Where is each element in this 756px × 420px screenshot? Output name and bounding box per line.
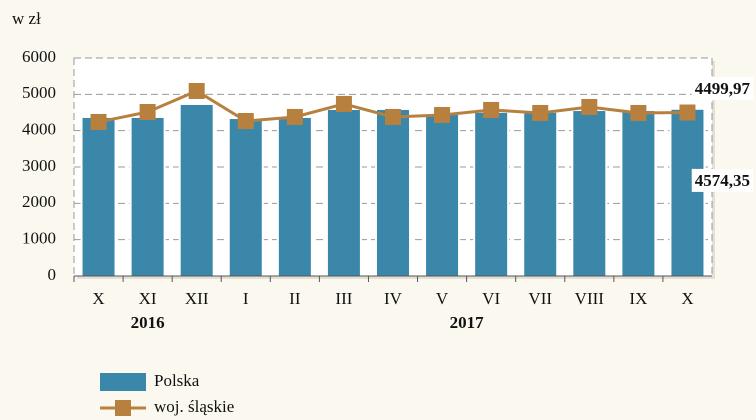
legend-label: Polska (154, 371, 200, 390)
legend-swatch (100, 373, 146, 391)
x-tick-label: II (289, 289, 301, 308)
x-tick-label: III (335, 289, 352, 308)
marker (90, 113, 107, 130)
bar (426, 115, 459, 276)
bar (327, 109, 360, 276)
x-tick-label: V (436, 289, 449, 308)
legend-label: woj. śląskie (154, 397, 234, 416)
marker (581, 98, 598, 115)
bar (524, 112, 557, 276)
bar (180, 104, 213, 276)
marker (679, 104, 696, 121)
bar (278, 117, 311, 276)
bar (229, 119, 262, 276)
marker (237, 113, 254, 130)
y-axis-label: w zł (12, 9, 41, 28)
marker (630, 104, 647, 121)
marker (434, 106, 451, 123)
marker (532, 104, 549, 121)
x-tick-label: IX (629, 289, 647, 308)
x-tick-label: I (243, 289, 249, 308)
value-label: 4499,97 (695, 79, 751, 98)
year-label: 2016 (131, 313, 165, 332)
y-tick-label: 5000 (22, 83, 56, 102)
y-tick-label: 2000 (22, 192, 56, 211)
y-tick-label: 6000 (22, 47, 56, 66)
year-label: 2017 (450, 313, 485, 332)
y-tick-label: 4000 (22, 120, 56, 139)
x-tick-label: VII (528, 289, 552, 308)
marker (335, 95, 352, 112)
bar (377, 109, 409, 276)
marker (139, 103, 156, 120)
bar (82, 117, 115, 276)
x-tick-label: VI (482, 289, 500, 308)
bar (671, 109, 704, 276)
bar (131, 117, 164, 276)
marker (483, 101, 500, 118)
x-tick-label: XI (139, 289, 157, 308)
bar (573, 111, 606, 277)
value-label: 4574,35 (695, 171, 750, 190)
value-label-bg (691, 76, 754, 100)
y-tick-label: 1000 (22, 229, 56, 248)
x-tick-label: X (92, 289, 104, 308)
x-tick-label: X (681, 289, 693, 308)
bar (622, 111, 655, 277)
marker (385, 108, 401, 125)
x-tick-label: XII (185, 289, 209, 308)
bar (475, 112, 508, 276)
marker (286, 108, 303, 125)
x-tick-label: VIII (575, 289, 605, 308)
legend-marker (115, 400, 131, 416)
value-label-bg (691, 168, 753, 192)
x-tick-label: IV (384, 289, 403, 308)
y-tick-label: 3000 (22, 156, 56, 175)
y-tick-label: 0 (48, 265, 57, 284)
marker (188, 82, 205, 99)
